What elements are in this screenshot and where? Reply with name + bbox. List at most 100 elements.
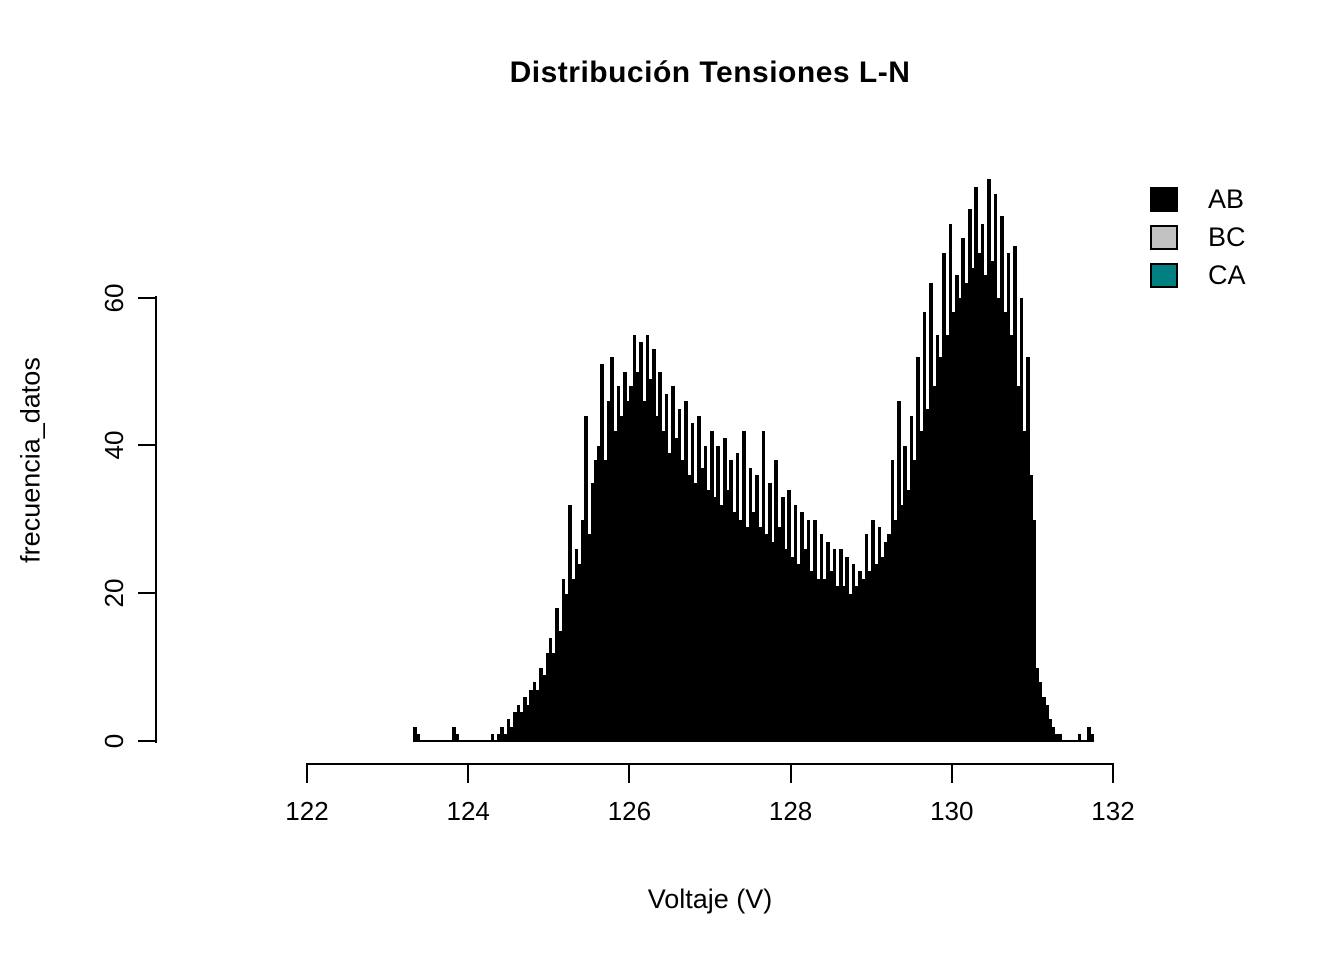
hist-bar	[971, 267, 975, 742]
hist-bar	[993, 193, 998, 742]
hist-bar	[687, 475, 692, 742]
hist-bar	[1090, 734, 1095, 742]
hist-bar	[751, 512, 756, 742]
hist-bar	[1077, 734, 1082, 742]
hist-bar	[777, 526, 782, 742]
hist-bar	[700, 467, 704, 742]
hist-bar	[806, 519, 811, 742]
hist-bar	[896, 401, 901, 742]
hist-bar	[984, 275, 988, 742]
hist-bar	[926, 408, 930, 742]
hist-bar	[658, 371, 663, 742]
hist-bar	[697, 415, 701, 742]
hist-bar	[909, 415, 914, 742]
hist-bar	[610, 356, 614, 742]
hist-bar	[932, 386, 937, 742]
hist-bar	[861, 578, 866, 742]
hist-bar	[964, 282, 969, 742]
hist-bar	[1022, 430, 1027, 742]
x-axis-tick	[950, 764, 953, 783]
hist-bar	[1013, 245, 1017, 742]
hist-bar	[780, 497, 785, 742]
hist-bar	[1025, 356, 1030, 742]
y-axis-tick	[138, 443, 156, 446]
hist-bar	[706, 489, 711, 742]
hist-bar	[845, 556, 850, 742]
hist-bar	[797, 563, 801, 742]
hist-bar	[1054, 734, 1059, 742]
hist-bar	[871, 519, 875, 742]
hist-bar	[787, 489, 791, 742]
hist-bar	[490, 734, 495, 742]
hist-bar	[742, 430, 746, 742]
hist-bar	[558, 630, 563, 742]
hist-bar	[903, 445, 908, 742]
hist-bar	[835, 586, 840, 742]
x-axis-tick	[1112, 764, 1114, 783]
hist-bar	[874, 563, 879, 742]
hist-bar	[955, 275, 959, 742]
hist-bar	[948, 223, 953, 742]
legend-label-ab: AB	[1208, 183, 1245, 214]
hist-bar	[513, 711, 517, 742]
hist-bar	[867, 571, 872, 742]
x-tick-label: 122	[285, 796, 329, 826]
hist-bar	[539, 667, 543, 742]
hist-bar	[500, 726, 505, 742]
hist-bar	[916, 356, 920, 742]
x-axis-tick	[789, 764, 792, 783]
hist-bar	[600, 364, 604, 742]
hist-bar	[626, 401, 630, 742]
hist-bar	[574, 549, 579, 742]
hist-bar	[506, 719, 511, 742]
hist-bar	[864, 534, 869, 742]
hist-bar	[1048, 719, 1053, 742]
hist-bar	[677, 408, 682, 742]
hist-bar	[548, 637, 553, 742]
x-axis-title: Voltaje (V)	[647, 884, 773, 914]
hist-bar	[577, 563, 582, 742]
hist-bar	[987, 179, 991, 742]
hist-bar	[606, 401, 611, 742]
hist-bar	[552, 652, 556, 742]
legend-swatch-ab	[1150, 186, 1178, 212]
hist-bar	[593, 460, 598, 742]
hist-bar	[935, 334, 940, 742]
hist-bar	[809, 571, 814, 742]
hist-bar	[784, 549, 788, 742]
hist-bar	[1029, 475, 1033, 742]
hist-bar	[842, 586, 846, 742]
y-axis-title: frecuencia_datos	[15, 357, 46, 563]
hist-bar	[1009, 334, 1014, 742]
hist-bar	[413, 726, 417, 742]
hist-bar	[635, 371, 640, 742]
hist-bar	[890, 460, 895, 742]
hist-bar	[655, 415, 659, 742]
hist-bar	[803, 549, 808, 742]
hist-bar	[664, 393, 669, 742]
chart-title: Distribución Tensiones L-N	[509, 56, 911, 89]
hist-bar	[710, 430, 714, 742]
hist-bar	[452, 726, 456, 742]
hist-bar	[455, 734, 459, 742]
hist-bar	[755, 475, 759, 742]
hist-bar	[1051, 726, 1056, 742]
hist-bar	[632, 334, 637, 742]
hist-bar	[906, 489, 911, 742]
hist-bar	[974, 186, 978, 742]
hist-bar	[774, 460, 779, 742]
hist-bar	[668, 452, 672, 742]
x-axis-line	[306, 763, 1114, 765]
hist-bar	[645, 334, 650, 742]
hist-bar	[510, 726, 514, 742]
hist-bar	[919, 430, 924, 742]
hist-bar	[651, 349, 656, 742]
hist-bar	[1045, 704, 1049, 742]
hist-bar	[648, 378, 653, 742]
x-axis-tick	[467, 764, 470, 783]
hist-bar	[684, 401, 688, 742]
hist-bar	[584, 415, 588, 742]
hist-bar	[1003, 312, 1007, 742]
hist-bar	[1019, 297, 1024, 742]
legend-item-bc: BC	[1150, 218, 1246, 256]
